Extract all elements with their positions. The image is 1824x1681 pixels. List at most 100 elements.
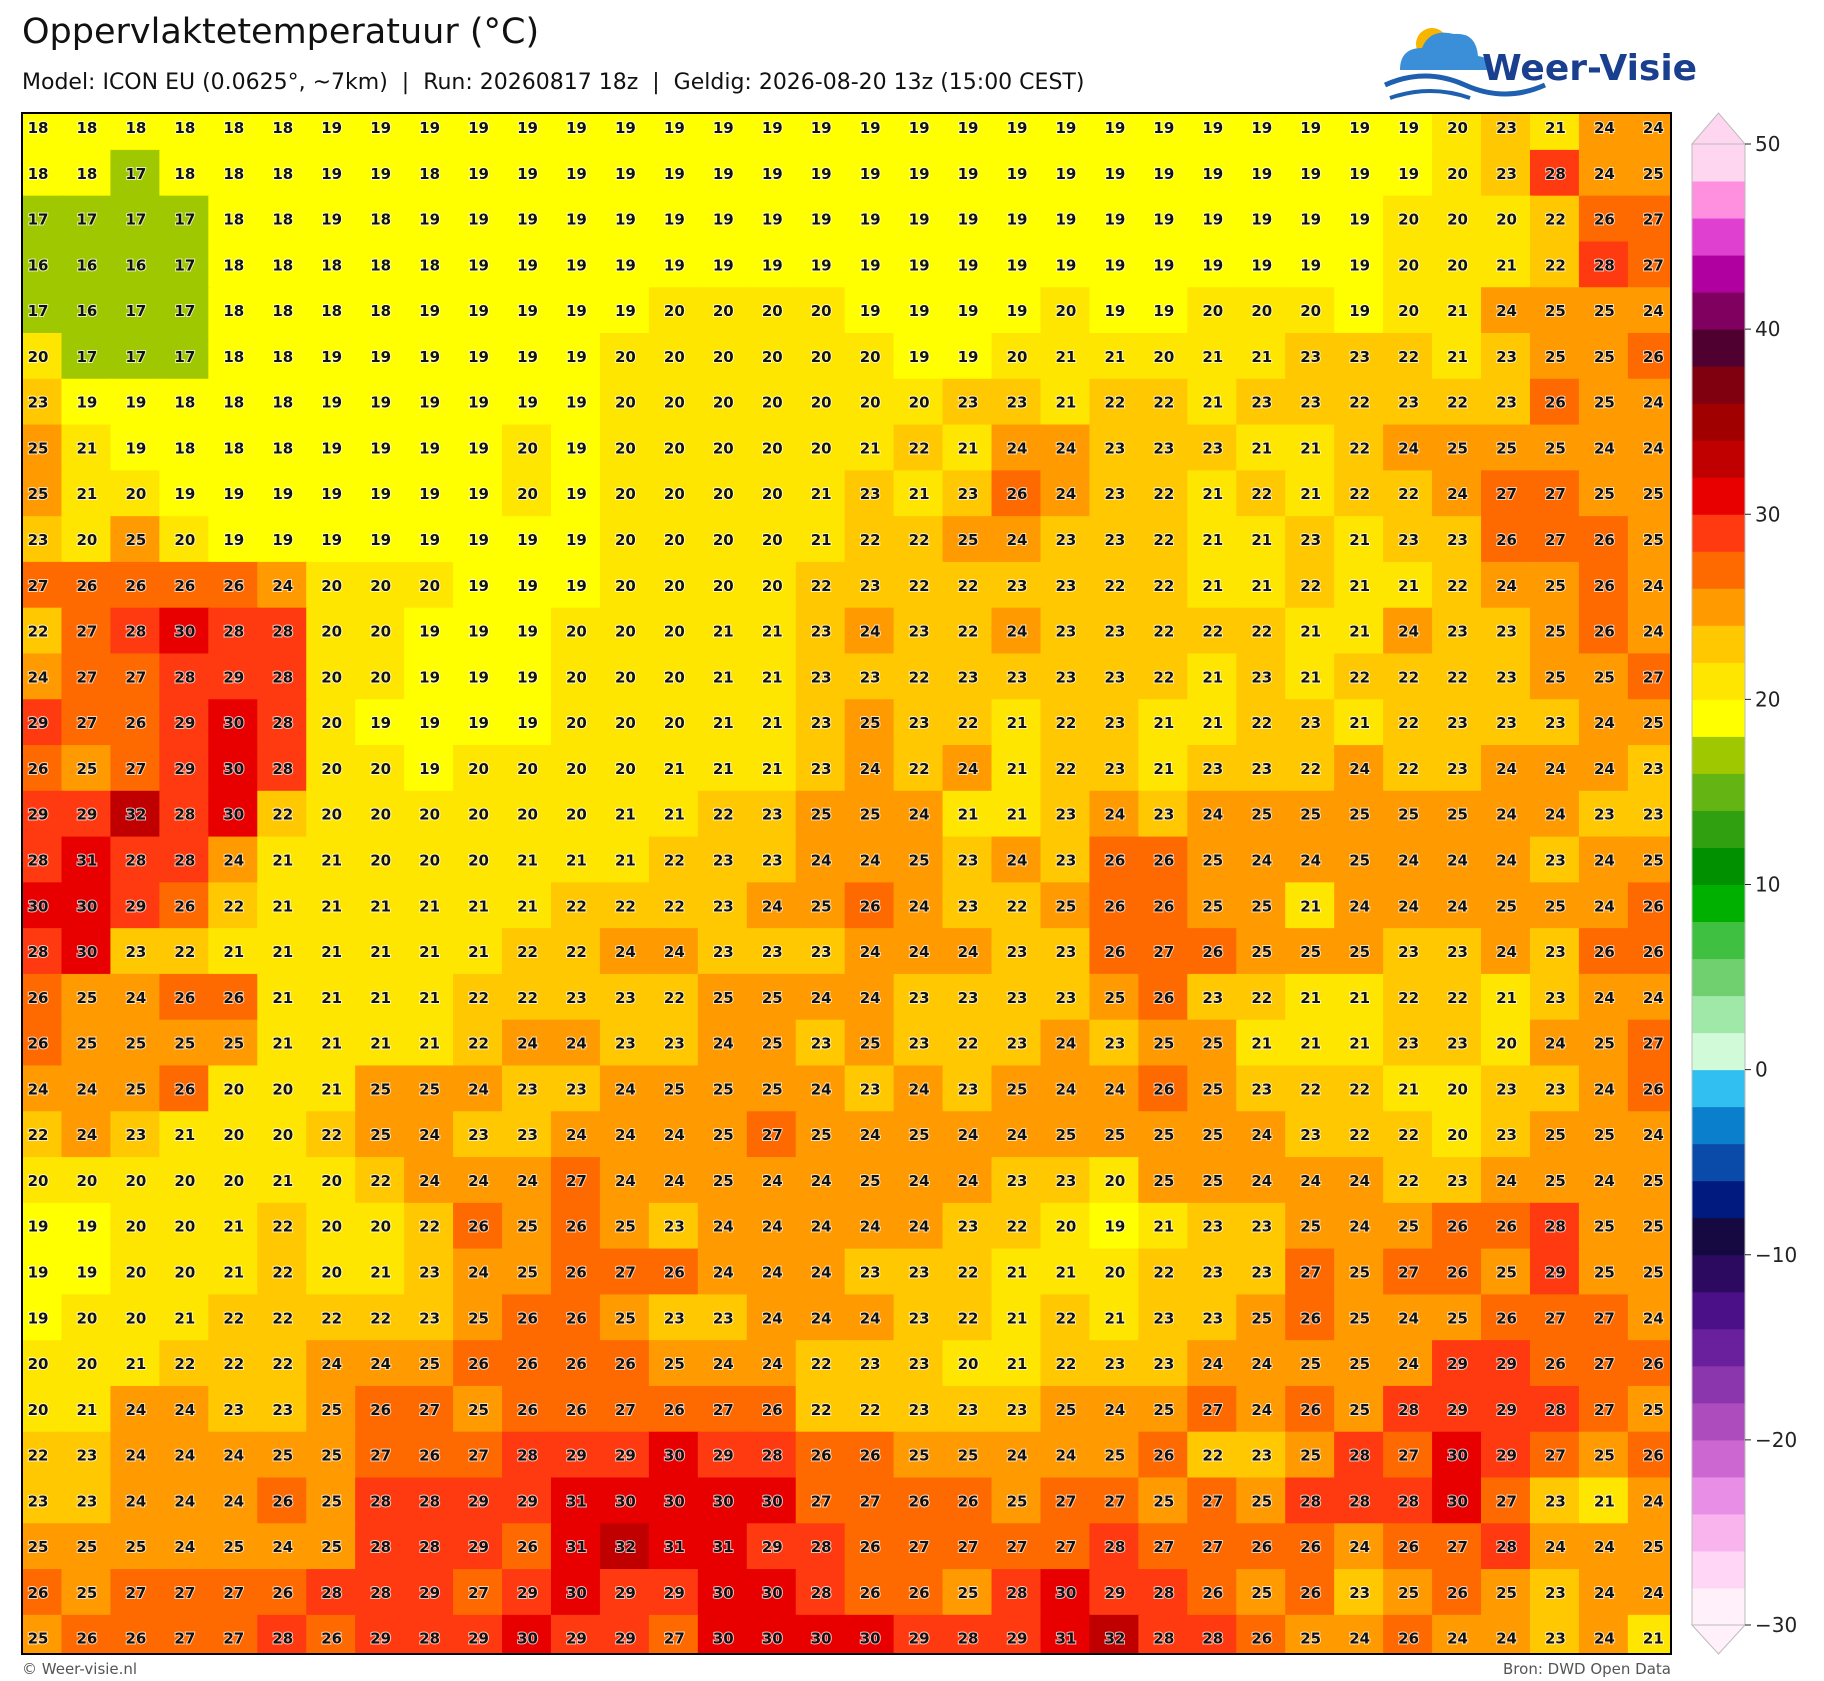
- temp-label: 19: [125, 394, 146, 412]
- temp-label: 23: [1056, 806, 1077, 824]
- temp-label: 20: [174, 1218, 195, 1236]
- temp-cell: [1627, 241, 1671, 290]
- temp-label: 18: [272, 394, 293, 412]
- colorbar-segment: [1692, 1180, 1745, 1219]
- temp-cell: [110, 745, 162, 793]
- temp-label: 25: [909, 851, 930, 869]
- temp-label: 23: [762, 851, 783, 869]
- temp-label: 25: [1545, 1126, 1566, 1144]
- temp-label: 19: [1349, 211, 1370, 229]
- temp-label: 25: [1251, 1584, 1272, 1602]
- temp-label: 23: [1447, 760, 1468, 778]
- temp-label: 24: [1594, 439, 1615, 457]
- temp-label: 23: [713, 1309, 734, 1327]
- logo-wave: [1389, 89, 1471, 100]
- temp-cell: [306, 561, 358, 610]
- temp-label: 27: [811, 1492, 832, 1510]
- temp-label: 30: [713, 1630, 734, 1648]
- temp-label: 24: [1643, 119, 1664, 137]
- temp-label: 23: [1007, 989, 1028, 1007]
- temp-label: 23: [811, 1035, 832, 1053]
- temp-label: 19: [419, 348, 440, 366]
- subtitle: Model: ICON EU (0.0625°, ~7km) | Run: 20…: [22, 70, 1085, 95]
- temp-label: 30: [713, 1492, 734, 1510]
- temp-label: 25: [28, 1630, 49, 1648]
- temp-label: 30: [566, 1584, 587, 1602]
- temp-cell: [1627, 745, 1671, 793]
- temp-label: 24: [860, 623, 881, 641]
- temp-label: 21: [370, 1035, 391, 1053]
- temp-label: 28: [125, 623, 146, 641]
- temp-cell: [1627, 333, 1671, 381]
- temp-label: 29: [419, 1584, 440, 1602]
- temp-cell: [1627, 836, 1671, 885]
- temp-label: 20: [321, 1218, 342, 1236]
- temp-label: 24: [1349, 1630, 1370, 1648]
- temp-label: 26: [223, 577, 244, 595]
- temp-label: 23: [615, 1035, 636, 1053]
- temp-label: 25: [1398, 1584, 1419, 1602]
- temp-cell: [159, 790, 211, 839]
- temp-label: 21: [321, 989, 342, 1007]
- temp-label: 25: [1300, 1447, 1321, 1465]
- temp-cell: [1481, 745, 1532, 793]
- temp-label: 18: [321, 256, 342, 274]
- temp-label: 26: [1447, 1584, 1468, 1602]
- temp-cell: [1383, 241, 1435, 290]
- temp-label: 25: [811, 806, 832, 824]
- temp-label: 25: [958, 531, 979, 549]
- temp-label: 24: [860, 1309, 881, 1327]
- temp-cell: [257, 699, 309, 748]
- temp-label: 22: [958, 1309, 979, 1327]
- temp-label: 23: [566, 1080, 587, 1098]
- temp-cell: [991, 378, 1043, 427]
- temp-label: 23: [664, 1309, 685, 1327]
- temp-label: 24: [77, 1126, 98, 1144]
- temp-label: 19: [566, 119, 587, 137]
- temp-cell: [1334, 470, 1386, 519]
- temp-cell: [991, 241, 1043, 290]
- temp-label: 20: [566, 806, 587, 824]
- temp-label: 27: [1202, 1538, 1223, 1556]
- temp-label: 27: [1594, 1355, 1615, 1373]
- temp-label: 24: [713, 1355, 734, 1373]
- temp-label: 24: [223, 1447, 244, 1465]
- temp-label: 26: [1398, 1538, 1419, 1556]
- temp-label: 18: [272, 439, 293, 457]
- logo-text: Weer-Visie: [1482, 48, 1697, 89]
- colorbar-segment: [1692, 403, 1745, 441]
- temp-label: 25: [1153, 1035, 1174, 1053]
- temp-label: 28: [1300, 1492, 1321, 1510]
- temp-label: 20: [664, 302, 685, 320]
- temp-label: 22: [811, 1401, 832, 1419]
- temp-label: 19: [1007, 256, 1028, 274]
- temp-label: 21: [370, 989, 391, 1007]
- temp-cell: [502, 470, 553, 519]
- temp-cell: [1089, 424, 1141, 473]
- temp-label: 23: [1007, 394, 1028, 412]
- temp-label: 25: [1056, 1126, 1077, 1144]
- temp-label: 25: [1545, 623, 1566, 641]
- temp-label: 32: [125, 806, 146, 824]
- temp-label: 25: [1643, 714, 1664, 732]
- temp-label: 26: [860, 1538, 881, 1556]
- temp-label: 23: [1300, 394, 1321, 412]
- temp-label: 25: [1104, 1447, 1125, 1465]
- temp-label: 20: [1447, 1126, 1468, 1144]
- temp-label: 19: [713, 256, 734, 274]
- temp-label: 26: [174, 989, 195, 1007]
- temp-cell: [306, 653, 358, 702]
- temp-label: 26: [1594, 943, 1615, 961]
- temp-label: 22: [419, 1218, 440, 1236]
- temp-cell: [697, 745, 749, 793]
- temp-label: 24: [1643, 394, 1664, 412]
- temp-label: 21: [321, 1035, 342, 1053]
- temp-label: 26: [1300, 1401, 1321, 1419]
- temp-label: 24: [860, 1126, 881, 1144]
- temp-label: 22: [958, 1264, 979, 1282]
- temp-label: 22: [860, 531, 881, 549]
- temp-label: 26: [517, 1401, 538, 1419]
- temp-cell: [1529, 653, 1581, 702]
- temp-label: 23: [909, 1035, 930, 1053]
- temp-label: 25: [811, 1126, 832, 1144]
